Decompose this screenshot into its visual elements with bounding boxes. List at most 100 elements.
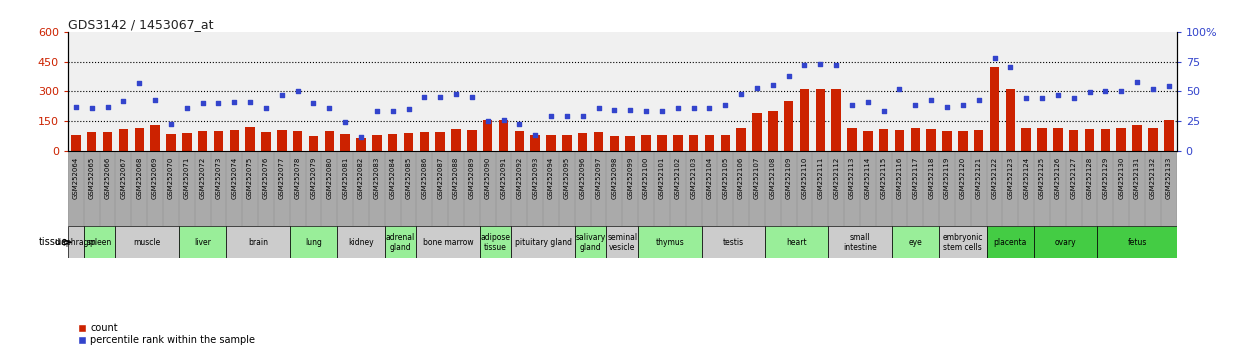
Point bbox=[1000, 65, 1020, 70]
Bar bbox=[214, 131, 224, 150]
Bar bbox=[404, 133, 413, 150]
Point bbox=[193, 100, 213, 106]
Bar bbox=[337, 226, 384, 258]
Text: GSM252123: GSM252123 bbox=[1007, 156, 1014, 199]
Bar bbox=[674, 135, 682, 150]
Point bbox=[256, 105, 276, 111]
Point bbox=[1016, 96, 1036, 101]
Bar bbox=[198, 131, 208, 150]
Text: GSM252105: GSM252105 bbox=[722, 156, 728, 199]
Text: GSM252130: GSM252130 bbox=[1119, 156, 1125, 199]
Point bbox=[620, 107, 640, 113]
Bar bbox=[325, 131, 334, 150]
Point bbox=[811, 61, 831, 67]
Bar bbox=[261, 132, 271, 150]
Text: GSM252110: GSM252110 bbox=[801, 156, 807, 199]
Point bbox=[747, 85, 766, 91]
Point bbox=[969, 97, 989, 102]
Text: GSM252081: GSM252081 bbox=[342, 156, 349, 199]
Text: bone marrow: bone marrow bbox=[423, 238, 473, 247]
Text: GSM252118: GSM252118 bbox=[928, 156, 934, 199]
Text: GSM252128: GSM252128 bbox=[1086, 156, 1093, 199]
Text: GSM252109: GSM252109 bbox=[786, 156, 791, 199]
Text: GSM252083: GSM252083 bbox=[373, 156, 379, 199]
Text: GSM252120: GSM252120 bbox=[960, 156, 965, 199]
Bar bbox=[151, 125, 159, 150]
Point bbox=[399, 106, 419, 112]
Text: GSM252100: GSM252100 bbox=[643, 156, 649, 199]
Point bbox=[732, 91, 751, 96]
Point bbox=[66, 104, 85, 109]
Point bbox=[874, 109, 894, 114]
Text: ovary: ovary bbox=[1056, 238, 1077, 247]
Point bbox=[98, 104, 117, 109]
Bar bbox=[986, 226, 1035, 258]
Point bbox=[700, 105, 719, 111]
Point bbox=[1080, 90, 1100, 95]
Bar bbox=[832, 89, 840, 150]
Text: GSM252082: GSM252082 bbox=[358, 156, 363, 199]
Point bbox=[304, 100, 324, 106]
Text: GSM252112: GSM252112 bbox=[833, 156, 839, 199]
Bar bbox=[103, 132, 112, 150]
Bar bbox=[356, 138, 366, 150]
Point bbox=[667, 105, 687, 111]
Point bbox=[637, 109, 656, 114]
Text: lung: lung bbox=[305, 238, 321, 247]
Text: GSM252074: GSM252074 bbox=[231, 156, 237, 199]
Bar bbox=[939, 226, 986, 258]
Point bbox=[525, 132, 545, 138]
Text: diaphragm: diaphragm bbox=[54, 238, 96, 247]
Bar bbox=[1035, 226, 1098, 258]
Text: GSM252124: GSM252124 bbox=[1023, 156, 1030, 199]
Point bbox=[1111, 88, 1131, 94]
Point bbox=[779, 73, 798, 79]
Bar bbox=[289, 226, 337, 258]
Text: GSM252103: GSM252103 bbox=[691, 156, 697, 199]
Text: GSM252078: GSM252078 bbox=[294, 156, 300, 199]
Point bbox=[493, 117, 513, 122]
Text: GSM252108: GSM252108 bbox=[770, 156, 776, 199]
Text: GSM252098: GSM252098 bbox=[612, 156, 618, 199]
Bar bbox=[879, 129, 889, 150]
Point bbox=[161, 121, 180, 127]
Text: GSM252076: GSM252076 bbox=[263, 156, 269, 199]
Point bbox=[114, 98, 133, 103]
Bar bbox=[1132, 125, 1142, 150]
Bar bbox=[84, 226, 115, 258]
Bar bbox=[417, 226, 480, 258]
Text: GSM252102: GSM252102 bbox=[675, 156, 681, 199]
Point bbox=[1159, 84, 1179, 89]
Text: pituitary gland: pituitary gland bbox=[514, 238, 571, 247]
Bar bbox=[135, 128, 145, 150]
Text: adrenal
gland: adrenal gland bbox=[386, 233, 415, 252]
Text: GSM252131: GSM252131 bbox=[1135, 156, 1140, 199]
Text: spleen: spleen bbox=[87, 238, 112, 247]
Text: GSM252129: GSM252129 bbox=[1103, 156, 1109, 199]
Text: GSM252069: GSM252069 bbox=[152, 156, 158, 199]
Point bbox=[572, 113, 592, 119]
Point bbox=[588, 105, 608, 111]
Bar bbox=[575, 226, 607, 258]
Point bbox=[921, 97, 941, 102]
Text: heart: heart bbox=[786, 238, 807, 247]
Point bbox=[319, 105, 339, 111]
Point bbox=[145, 97, 164, 102]
Point bbox=[509, 121, 529, 127]
Bar bbox=[768, 111, 777, 150]
Text: adipose
tissue: adipose tissue bbox=[481, 233, 510, 252]
Bar bbox=[990, 68, 999, 150]
Text: GSM252091: GSM252091 bbox=[501, 156, 507, 199]
Bar bbox=[179, 226, 226, 258]
Bar bbox=[514, 131, 524, 150]
Text: GSM252067: GSM252067 bbox=[120, 156, 126, 199]
Bar bbox=[340, 134, 350, 150]
Bar bbox=[895, 130, 905, 150]
Bar bbox=[927, 129, 936, 150]
Bar bbox=[800, 89, 810, 150]
Bar bbox=[562, 135, 571, 150]
Text: salivary
gland: salivary gland bbox=[576, 233, 606, 252]
Bar bbox=[688, 135, 698, 150]
Text: GSM252101: GSM252101 bbox=[659, 156, 665, 199]
Point bbox=[653, 109, 672, 114]
